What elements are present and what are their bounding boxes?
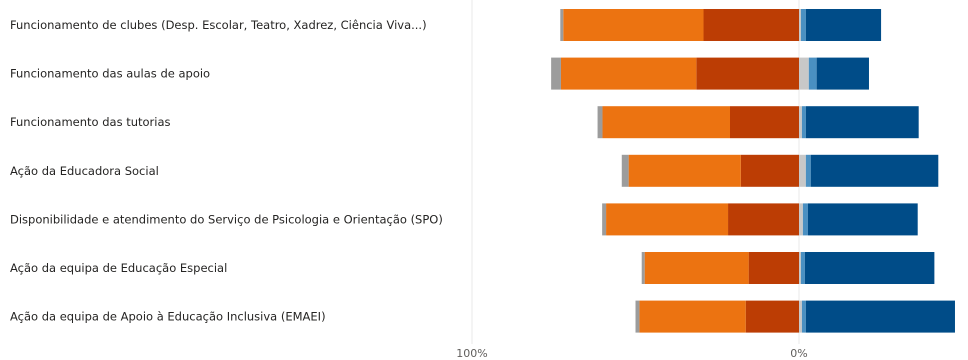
category-label-line: Ação da equipa de Educação Especial bbox=[10, 261, 227, 275]
category-label-line: Disponibilidade e atendimento do Serviço… bbox=[10, 212, 443, 226]
bar-segment-1 bbox=[728, 203, 799, 236]
bar-segment-1 bbox=[703, 9, 799, 41]
bar-segment-4 bbox=[799, 154, 806, 187]
bar-segment-3 bbox=[602, 203, 607, 236]
category-label-line: Funcionamento das aulas de apoio bbox=[10, 67, 210, 81]
category-label-line: Funcionamento das tutorias bbox=[10, 115, 171, 129]
bar-segment-1 bbox=[696, 57, 799, 90]
bar-segment-6 bbox=[804, 252, 935, 284]
bar-segment-4 bbox=[799, 106, 802, 139]
bar-segment-2 bbox=[644, 252, 749, 284]
category-label-line: Funcionamento de clubes (Desp. Escolar, … bbox=[10, 18, 427, 32]
category-label-line: Ação da Educadora Social bbox=[10, 164, 159, 178]
bar-segment-1 bbox=[748, 252, 799, 284]
bar-segment-2 bbox=[639, 300, 746, 333]
bar-segment-4 bbox=[799, 300, 802, 333]
category-label: Funcionamento das aulas de apoio bbox=[10, 67, 210, 81]
category-label: Funcionamento de clubes (Desp. Escolar, … bbox=[10, 18, 427, 32]
category-label: Disponibilidade e atendimento do Serviço… bbox=[10, 212, 443, 226]
bar-segment-3 bbox=[641, 252, 645, 284]
bar-segment-6 bbox=[805, 9, 882, 41]
bar-segment-2 bbox=[628, 154, 741, 187]
category-label: Ação da Educadora Social bbox=[10, 164, 159, 178]
bar-segment-4 bbox=[799, 203, 803, 236]
bar-segment-5 bbox=[800, 9, 806, 41]
bar-segment-3 bbox=[597, 106, 603, 139]
bar-segment-4 bbox=[799, 57, 809, 90]
bar-segment-6 bbox=[805, 300, 955, 333]
bar-segment-1 bbox=[740, 154, 799, 187]
bar-segment-5 bbox=[801, 106, 806, 139]
bar-segment-4 bbox=[799, 9, 801, 41]
bar-segment-1 bbox=[730, 106, 799, 139]
bar-segment-5 bbox=[808, 57, 817, 90]
bar-segment-2 bbox=[602, 106, 731, 139]
category-label-line: Ação da equipa de Apoio à Educação Inclu… bbox=[10, 310, 326, 324]
bar-segment-5 bbox=[805, 154, 811, 187]
bar-segment-5 bbox=[801, 300, 806, 333]
bar-segment-6 bbox=[816, 57, 869, 90]
bar-segment-3 bbox=[551, 57, 561, 90]
bar-segment-2 bbox=[563, 9, 704, 41]
category-label: Ação da equipa de Apoio à Educação Inclu… bbox=[10, 310, 326, 324]
bar-segment-3 bbox=[635, 300, 640, 333]
bar-segment-1 bbox=[745, 300, 799, 333]
x-tick-label: 0% bbox=[790, 347, 807, 360]
x-tick-label: 100% bbox=[456, 347, 487, 360]
bar-segment-5 bbox=[802, 203, 808, 236]
bar-segment-2 bbox=[560, 57, 697, 90]
bar-segment-3 bbox=[621, 154, 629, 187]
bar-segment-6 bbox=[805, 106, 919, 139]
bar-segment-4 bbox=[799, 252, 801, 284]
category-label: Ação da equipa de Educação Especial bbox=[10, 261, 227, 275]
bar-segment-2 bbox=[606, 203, 729, 236]
bar-segment-3 bbox=[560, 9, 564, 41]
category-label: Funcionamento das tutorias bbox=[10, 115, 171, 129]
bar-segment-6 bbox=[807, 203, 918, 236]
bar-segment-6 bbox=[810, 154, 939, 187]
bar-segment-5 bbox=[800, 252, 805, 284]
